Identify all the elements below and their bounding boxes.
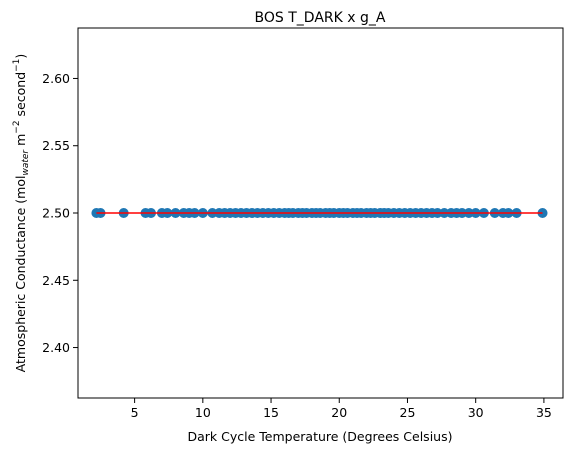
y-axis-label-subscript: water [21,149,31,176]
chart-title: BOS T_DARK x g_A [255,10,386,26]
y-axis-label-end: ) [13,54,28,59]
y-axis-label-base: Atmospheric Conductance (mol [13,176,28,373]
y-axis-label-mid1: m [13,134,28,150]
y-axis-label-mid2: second [13,72,28,121]
axis-ticks: 5 10 15 20 25 30 35 2.40 2.45 2.50 2.55 2.60 [42,71,552,420]
y-tick-label: 2.60 [42,71,70,86]
y-tick-label: 2.40 [42,340,70,355]
y-tick-label: 2.55 [42,138,70,153]
y-tick-label: 2.45 [42,273,70,288]
x-tick-label: 25 [400,405,416,420]
x-tick-label: 15 [263,405,279,420]
y-axis-label: Atmospheric Conductance (molwater m−2 se… [12,54,31,373]
y-axis-label-superscript-2: −1 [12,59,22,72]
x-tick-label: 30 [468,405,484,420]
x-tick-label: 5 [131,405,139,420]
y-axis-label-superscript-1: −2 [12,120,22,133]
x-tick-label: 10 [195,405,211,420]
x-tick-label: 35 [536,405,552,420]
x-axis-label: Dark Cycle Temperature (Degrees Celsius) [188,429,453,444]
y-tick-label: 2.50 [42,206,70,221]
x-tick-label: 20 [331,405,347,420]
